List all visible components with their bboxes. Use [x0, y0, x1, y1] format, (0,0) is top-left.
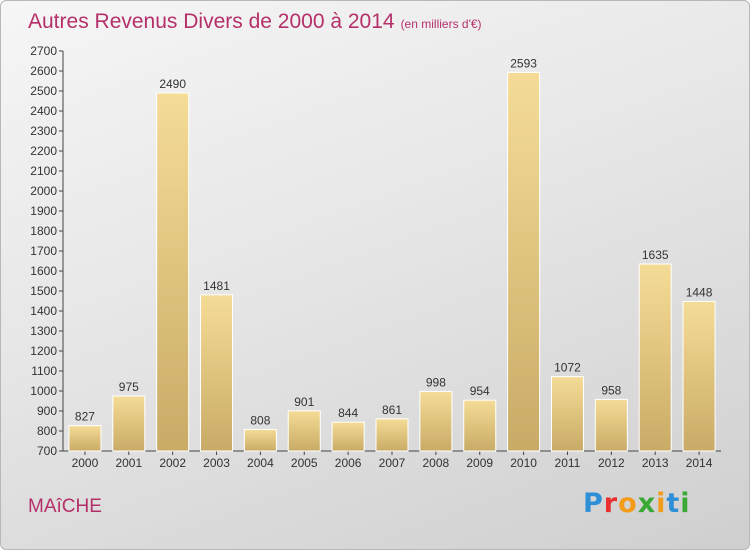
x-tick-label: 2007 — [379, 456, 406, 470]
bar-2007 — [375, 418, 409, 452]
y-tick-label: 1400 — [30, 304, 57, 318]
x-tick-label: 2008 — [423, 456, 450, 470]
bar-2011 — [550, 376, 584, 452]
y-tick-label: 2200 — [30, 144, 57, 158]
data-label-2006: 844 — [338, 406, 358, 420]
y-tick-label: 900 — [37, 404, 57, 418]
y-tick-label: 2100 — [30, 164, 57, 178]
commune-name: MAîCHE — [28, 496, 102, 517]
data-label-2009: 954 — [470, 384, 490, 398]
x-tick-label: 2000 — [72, 456, 99, 470]
data-label-2008: 998 — [426, 375, 446, 389]
x-tick-label: 2013 — [642, 456, 669, 470]
data-label-2014: 1448 — [686, 285, 713, 299]
bar-2012 — [594, 398, 628, 452]
bar-2001 — [112, 395, 146, 452]
logo-letter: t — [666, 488, 681, 519]
y-tick-label: 2400 — [30, 104, 57, 118]
y-tick-label: 700 — [37, 444, 57, 458]
data-label-2012: 958 — [601, 383, 621, 397]
logo-letter: o — [618, 488, 638, 519]
data-labels: 827 975 2490 1481 808 901 844 861 998 954 2593 1072… — [75, 56, 713, 427]
logo-letter: P — [583, 488, 604, 519]
x-tick-label: 2011 — [555, 456, 581, 470]
bar-2009 — [463, 399, 497, 452]
chart-title-line: Autres Revenus Divers de 2000 à 2014 (en … — [28, 10, 482, 34]
data-label-2011: 1072 — [554, 361, 581, 375]
chart-title: Autres Revenus Divers de 2000 à 2014 — [28, 10, 395, 33]
y-tick-label: 1300 — [30, 324, 57, 338]
y-tick-label: 2500 — [30, 84, 57, 98]
bar-2014 — [682, 300, 716, 452]
bars — [68, 71, 716, 452]
x-tick-label: 2010 — [510, 456, 537, 470]
chart-unit: (en milliers d'€) — [400, 17, 482, 31]
y-tick-label: 2000 — [30, 184, 57, 198]
bar-2002 — [156, 92, 190, 452]
proxiti-logo: Proxiti — [583, 488, 691, 519]
x-tick-label: 2009 — [466, 456, 493, 470]
bar-2003 — [200, 294, 234, 452]
bar-2008 — [419, 390, 453, 452]
bar-2004 — [243, 428, 277, 452]
data-label-2004: 808 — [250, 413, 270, 427]
data-label-2007: 861 — [382, 403, 402, 417]
y-tick-label: 2300 — [30, 124, 57, 138]
logo-letter: r — [603, 488, 619, 519]
data-label-2010: 2593 — [510, 56, 537, 70]
y-tick-label: 1000 — [30, 384, 57, 398]
y-tick-label: 2600 — [30, 64, 57, 78]
x-axis: 2000 2001 2002 2003 2004 2005 2006 2007 2008 2009… — [63, 450, 721, 470]
data-label-2002: 2490 — [159, 77, 186, 91]
x-tick-label: 2003 — [203, 456, 230, 470]
bar-2006 — [331, 421, 365, 452]
bar-2010 — [507, 71, 541, 452]
y-tick-label: 2700 — [30, 44, 57, 58]
x-tick-label: 2002 — [159, 456, 186, 470]
logo-letter: i — [656, 488, 667, 519]
x-tick-label: 2005 — [291, 456, 318, 470]
y-axis: 700 800 900 1000 1100 1200 1300 1400 1500 1600 170… — [30, 44, 64, 458]
y-tick-label: 1800 — [30, 224, 57, 238]
data-label-2005: 901 — [294, 395, 314, 409]
data-label-2000: 827 — [75, 410, 95, 424]
y-tick-label: 1700 — [30, 244, 57, 258]
y-tick-label: 1500 — [30, 284, 57, 298]
bar-2000 — [68, 425, 102, 452]
y-tick-label: 1100 — [31, 364, 57, 378]
x-tick-label: 2006 — [335, 456, 362, 470]
data-label-2001: 975 — [119, 380, 139, 394]
data-label-2013: 1635 — [642, 248, 669, 262]
y-tick-label: 1600 — [30, 264, 57, 278]
x-tick-label: 2001 — [115, 456, 142, 470]
y-tick-label: 800 — [37, 424, 57, 438]
y-tick-label: 1200 — [30, 344, 57, 358]
data-label-2003: 1481 — [203, 279, 230, 293]
y-tick-label: 1900 — [30, 204, 57, 218]
bar-2005 — [287, 410, 321, 452]
x-tick-label: 2014 — [686, 456, 713, 470]
x-tick-label: 2004 — [247, 456, 274, 470]
bar-2013 — [638, 263, 672, 452]
x-tick-label: 2012 — [598, 456, 625, 470]
logo-letter: i — [680, 488, 691, 519]
logo-letter: x — [637, 488, 657, 519]
